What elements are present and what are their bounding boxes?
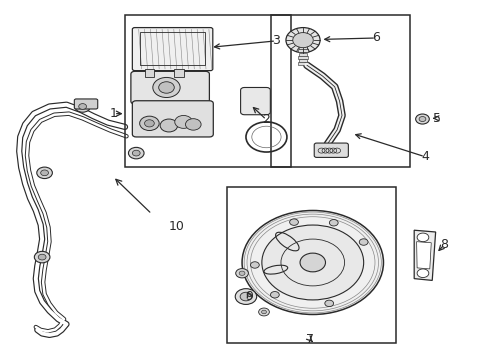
Bar: [297, 62, 308, 65]
Circle shape: [160, 119, 177, 132]
Circle shape: [140, 116, 159, 131]
Polygon shape: [416, 242, 430, 269]
Circle shape: [416, 269, 428, 278]
Circle shape: [258, 308, 269, 316]
Bar: [125, 15, 290, 167]
Circle shape: [158, 82, 174, 93]
Circle shape: [270, 292, 279, 298]
Circle shape: [128, 147, 144, 159]
FancyBboxPatch shape: [74, 99, 98, 109]
Circle shape: [153, 77, 180, 98]
Circle shape: [75, 101, 90, 112]
Circle shape: [416, 233, 428, 242]
Text: 1: 1: [110, 107, 118, 120]
Text: 6: 6: [371, 31, 379, 45]
Text: 4: 4: [420, 150, 428, 163]
FancyBboxPatch shape: [132, 101, 213, 137]
Bar: [144, 69, 154, 77]
Circle shape: [418, 117, 425, 122]
Circle shape: [132, 150, 140, 156]
Circle shape: [300, 253, 325, 272]
Bar: [227, 187, 395, 343]
Circle shape: [292, 33, 313, 48]
Circle shape: [329, 220, 338, 226]
Text: 3: 3: [272, 34, 280, 48]
Circle shape: [242, 211, 383, 315]
Circle shape: [285, 28, 320, 53]
Circle shape: [185, 119, 201, 130]
Circle shape: [174, 116, 192, 129]
Circle shape: [34, 251, 50, 263]
Circle shape: [37, 167, 52, 179]
Text: 8: 8: [440, 238, 447, 251]
Bar: [298, 59, 307, 62]
Bar: [298, 53, 307, 55]
Text: 9: 9: [245, 290, 253, 303]
Circle shape: [240, 292, 251, 301]
Bar: [298, 46, 307, 49]
Bar: [297, 49, 308, 52]
Bar: [173, 69, 183, 77]
Circle shape: [415, 114, 428, 124]
FancyBboxPatch shape: [131, 71, 209, 104]
Circle shape: [38, 254, 46, 260]
Circle shape: [41, 170, 48, 176]
Circle shape: [261, 310, 266, 314]
Text: 7: 7: [305, 333, 314, 346]
Circle shape: [235, 269, 248, 278]
Polygon shape: [413, 230, 435, 280]
Circle shape: [289, 219, 298, 225]
Bar: [297, 56, 308, 59]
Circle shape: [144, 120, 154, 127]
Circle shape: [250, 262, 259, 268]
Text: 2: 2: [262, 113, 270, 126]
Circle shape: [79, 104, 86, 109]
Circle shape: [324, 300, 333, 307]
FancyBboxPatch shape: [314, 143, 347, 157]
Text: 5: 5: [432, 112, 440, 125]
Bar: [271, 15, 409, 167]
Text: 10: 10: [168, 220, 184, 233]
Circle shape: [359, 239, 367, 245]
FancyBboxPatch shape: [132, 28, 212, 71]
Circle shape: [261, 225, 363, 300]
Circle shape: [239, 271, 244, 275]
Circle shape: [235, 289, 256, 305]
Bar: [140, 32, 205, 64]
FancyBboxPatch shape: [240, 87, 270, 115]
